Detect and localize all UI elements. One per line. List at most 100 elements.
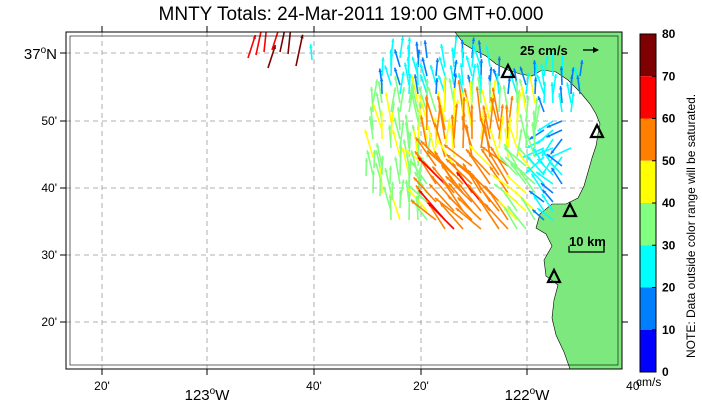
current-vector xyxy=(425,96,437,131)
current-vector xyxy=(455,207,482,230)
current-vector xyxy=(465,55,473,77)
current-vector xyxy=(498,104,504,140)
current-vector xyxy=(481,146,509,167)
current-vector xyxy=(429,64,437,86)
current-vector xyxy=(528,129,545,140)
current-vector xyxy=(528,190,545,203)
current-vector xyxy=(541,193,554,212)
current-vector xyxy=(534,97,539,122)
tick-label: 40' xyxy=(306,379,322,393)
current-vector xyxy=(525,122,529,149)
current-vector xyxy=(366,150,374,176)
current-vector xyxy=(411,94,419,122)
current-vector xyxy=(410,199,437,221)
current-vector xyxy=(413,74,419,95)
current-vector xyxy=(520,196,536,221)
current-vector xyxy=(520,86,527,113)
current-vector xyxy=(390,87,397,113)
current-vector xyxy=(475,86,482,122)
current-vector xyxy=(448,78,455,104)
current-vector xyxy=(490,146,509,176)
map-title: MNTY Totals: 24-Mar-2011 19:00 GMT+0.000 xyxy=(158,4,544,25)
current-vector xyxy=(384,92,392,122)
current-vector xyxy=(439,202,464,230)
current-vector xyxy=(491,87,500,122)
current-vector xyxy=(447,195,473,221)
current-vector xyxy=(515,110,520,140)
current-vector xyxy=(537,120,554,132)
current-vector xyxy=(410,150,419,176)
current-vector xyxy=(399,36,405,59)
current-vector xyxy=(421,57,428,77)
current-vector xyxy=(415,62,419,86)
current-vector xyxy=(368,116,374,140)
current-vector xyxy=(394,49,401,68)
current-vector xyxy=(372,149,377,169)
current-vector xyxy=(403,62,410,86)
current-vector xyxy=(533,77,538,95)
current-vector xyxy=(579,59,584,77)
current-vector xyxy=(372,79,379,104)
current-vector xyxy=(462,163,482,194)
current-vector xyxy=(392,129,401,158)
current-vector xyxy=(513,165,536,185)
current-vector xyxy=(552,73,558,95)
current-vector xyxy=(448,182,473,212)
current-vector xyxy=(498,85,502,113)
current-vector xyxy=(536,74,545,95)
current-vector xyxy=(457,73,464,95)
current-vector xyxy=(399,121,405,149)
current-vector xyxy=(503,147,527,167)
tick-label: 20' xyxy=(413,379,429,393)
current-vector xyxy=(459,63,464,86)
colorbar-segment xyxy=(640,76,656,119)
current-vector xyxy=(472,43,482,68)
current-vector xyxy=(503,143,518,167)
current-vector xyxy=(390,112,395,140)
current-vector xyxy=(470,104,474,140)
current-vector xyxy=(536,158,554,176)
current-vector xyxy=(535,171,554,185)
current-vector xyxy=(479,58,484,77)
current-vector xyxy=(559,66,564,86)
current-vector xyxy=(378,177,383,197)
current-vector xyxy=(419,63,428,86)
colorbar-tick-label: 50 xyxy=(662,154,676,168)
colorbar-segment xyxy=(640,287,656,330)
current-vector xyxy=(481,89,491,122)
current-vector xyxy=(381,57,385,77)
reference-vector: 25 cm/s xyxy=(520,43,599,58)
current-vector xyxy=(497,199,518,221)
current-vector xyxy=(457,196,482,221)
colorbar-unit: cm/s xyxy=(636,375,661,389)
current-vector xyxy=(525,72,531,95)
current-vector xyxy=(536,207,554,221)
tick-label: 50' xyxy=(41,114,57,128)
current-vector xyxy=(540,182,554,194)
colorbar-segment xyxy=(640,118,656,161)
current-vector xyxy=(379,110,384,140)
current-vector xyxy=(519,171,536,194)
current-vector xyxy=(417,49,421,68)
current-vector xyxy=(408,73,412,95)
current-vector xyxy=(436,138,455,167)
triangle-site-marker xyxy=(546,267,562,284)
current-vector xyxy=(384,167,392,194)
current-vector xyxy=(435,58,440,77)
current-vector xyxy=(515,80,519,104)
current-vector xyxy=(480,113,488,149)
current-vector xyxy=(558,93,563,113)
map-frame-inner xyxy=(69,35,619,366)
current-vector xyxy=(559,85,563,104)
tick-label: 122oW xyxy=(505,386,551,404)
current-vector xyxy=(440,44,446,68)
colorbar-tick-label: 40 xyxy=(662,196,676,210)
current-vector xyxy=(379,77,384,95)
current-vector xyxy=(453,34,458,59)
current-vector xyxy=(418,86,428,113)
colorbar-segment xyxy=(640,329,656,372)
current-vector xyxy=(509,162,527,185)
current-vector xyxy=(394,75,401,104)
current-vector xyxy=(531,208,545,221)
current-vector xyxy=(527,166,545,185)
